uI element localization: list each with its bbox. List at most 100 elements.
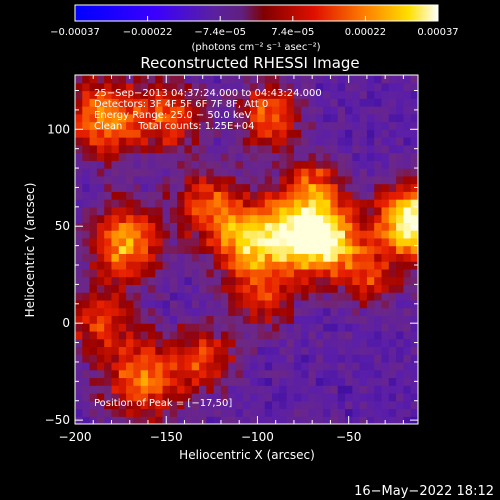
heatmap-cell <box>403 168 412 177</box>
heatmap-cell <box>82 137 91 146</box>
heatmap-cell <box>228 175 237 185</box>
heatmap-cell <box>323 284 332 293</box>
heatmap-cell <box>315 400 324 410</box>
heatmap-cell <box>191 168 200 177</box>
heatmap-cell <box>220 175 229 185</box>
heatmap-cell <box>257 346 266 355</box>
heatmap-cell <box>279 268 288 278</box>
heatmap-cell <box>410 129 418 138</box>
heatmap-cell <box>126 121 134 130</box>
heatmap-cell <box>199 82 207 92</box>
heatmap-cell <box>301 307 310 317</box>
y-axis-label: Heliocentric Y (arcsec) <box>23 183 37 318</box>
heatmap-cell <box>162 261 171 270</box>
heatmap-cell <box>199 261 207 270</box>
heatmap-cell <box>410 90 418 99</box>
heatmap-cell <box>366 121 375 130</box>
heatmap-cell <box>337 416 346 424</box>
heatmap-cell <box>162 299 171 309</box>
heatmap-cell <box>140 346 149 355</box>
heatmap-cell <box>177 129 186 138</box>
heatmap-cell <box>381 346 390 355</box>
heatmap-cell <box>374 369 383 379</box>
heatmap-cell <box>155 214 164 223</box>
heatmap-cell <box>315 408 324 417</box>
heatmap-cell <box>359 90 368 99</box>
heatmap-cell <box>359 276 368 285</box>
heatmap-cell <box>345 199 353 208</box>
heatmap-cell <box>162 191 171 200</box>
heatmap-cell <box>228 75 237 84</box>
heatmap-cell <box>133 408 142 417</box>
heatmap-cell <box>323 98 332 107</box>
heatmap-cell <box>272 160 280 169</box>
heatmap-cell <box>235 129 244 138</box>
heatmap-cell <box>374 175 383 185</box>
heatmap-cell <box>345 292 353 301</box>
heatmap-cell <box>155 106 164 115</box>
heatmap-cell <box>89 175 98 185</box>
heatmap-cell <box>272 361 280 371</box>
heatmap-cell <box>330 400 339 410</box>
heatmap-cell <box>323 307 332 317</box>
heatmap-cell <box>82 416 91 424</box>
heatmap-cell <box>220 191 229 200</box>
heatmap-cell <box>374 315 383 324</box>
heatmap-cell <box>381 292 390 301</box>
heatmap-cell <box>118 168 127 177</box>
heatmap-cell <box>169 354 178 363</box>
heatmap-cell <box>315 152 324 161</box>
heatmap-cell <box>133 113 142 123</box>
heatmap-cell <box>133 284 142 293</box>
heatmap-cell <box>323 206 332 216</box>
heatmap-cell <box>359 121 368 130</box>
heatmap-cell <box>337 261 346 270</box>
heatmap-cell <box>140 361 149 371</box>
heatmap-cell <box>118 346 127 355</box>
heatmap-cell <box>381 152 390 161</box>
heatmap-cell <box>191 129 200 138</box>
heatmap-cell <box>323 245 332 254</box>
heatmap-cell <box>184 261 193 270</box>
heatmap-cell <box>242 121 251 130</box>
heatmap-cell <box>147 268 156 278</box>
heatmap-cell <box>272 400 280 410</box>
heatmap-cell <box>272 369 280 379</box>
heatmap-cell <box>82 82 91 92</box>
heatmap-cell <box>82 346 91 355</box>
heatmap-cell <box>118 113 127 123</box>
heatmap-cell <box>177 392 186 402</box>
heatmap-cell <box>352 416 361 424</box>
heatmap-cell <box>199 276 207 285</box>
heatmap-cell <box>323 183 332 192</box>
heatmap-cell <box>155 307 164 317</box>
heatmap-cell <box>359 222 368 231</box>
heatmap-cell <box>286 75 295 84</box>
heatmap-cell <box>396 199 405 208</box>
heatmap-cell <box>75 276 83 285</box>
heatmap-cell <box>177 268 186 278</box>
heatmap-cell <box>118 245 127 254</box>
heatmap-cell <box>286 377 295 386</box>
heatmap-cell <box>286 284 295 293</box>
heatmap-cell <box>330 361 339 371</box>
heatmap-cell <box>220 206 229 216</box>
heatmap-cell <box>374 152 383 161</box>
heatmap-cell <box>75 191 83 200</box>
heatmap-cell <box>89 346 98 355</box>
heatmap-cell <box>104 369 113 379</box>
heatmap-cell <box>330 330 339 340</box>
heatmap-cell <box>250 98 259 107</box>
heatmap-cell <box>155 346 164 355</box>
heatmap-cell <box>220 338 229 348</box>
heatmap-cell <box>199 292 207 301</box>
heatmap-cell <box>162 245 171 254</box>
heatmap-cell <box>323 129 332 138</box>
heatmap-cell <box>235 245 244 254</box>
heatmap-cell <box>82 292 91 301</box>
heatmap-cell <box>242 168 251 177</box>
heatmap-cell <box>264 75 273 84</box>
heatmap-cell <box>279 307 288 317</box>
heatmap-cell <box>359 253 368 262</box>
heatmap-cell <box>213 284 222 293</box>
